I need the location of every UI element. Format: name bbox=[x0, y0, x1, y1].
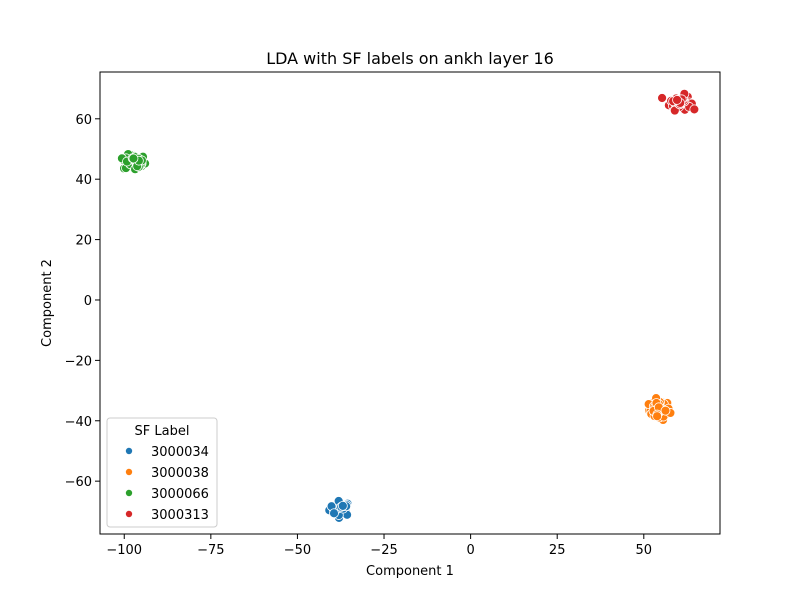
legend-marker bbox=[125, 468, 133, 476]
x-tick-label: −25 bbox=[370, 543, 397, 558]
legend-entry: 3000034 bbox=[151, 445, 209, 460]
scatter-point bbox=[128, 153, 139, 164]
legend-title: SF Label bbox=[135, 424, 190, 439]
x-axis-label: Component 1 bbox=[366, 564, 454, 579]
legend-marker bbox=[125, 447, 133, 455]
legend-marker bbox=[125, 510, 133, 518]
x-tick-label: 50 bbox=[636, 543, 653, 558]
legend-entry: 3000313 bbox=[151, 508, 209, 523]
scatter-point bbox=[672, 95, 682, 105]
legend-items: 3000034 3000038 3000066 3000313 bbox=[125, 445, 209, 523]
scatter-point bbox=[329, 508, 339, 519]
x-tick-label: −75 bbox=[197, 543, 224, 558]
legend-box bbox=[106, 417, 218, 528]
plot-frame bbox=[99, 71, 721, 535]
y-tick-label: −40 bbox=[65, 415, 92, 430]
x-axis-ticks: −100 −75 −50 −25 0 25 50 bbox=[106, 534, 652, 558]
scatter-point bbox=[689, 104, 700, 115]
scatter-point bbox=[660, 405, 671, 416]
legend-entry: 3000038 bbox=[151, 466, 209, 481]
x-tick-label: 0 bbox=[466, 543, 474, 558]
y-tick-label: 0 bbox=[84, 294, 92, 309]
y-tick-label: 20 bbox=[75, 234, 92, 249]
legend-marker bbox=[125, 489, 133, 497]
x-tick-label: −100 bbox=[106, 543, 142, 558]
y-tick-label: −60 bbox=[65, 475, 92, 490]
legend-entry: 3000066 bbox=[151, 487, 209, 502]
x-tick-label: −50 bbox=[284, 543, 311, 558]
y-tick-label: 40 bbox=[75, 173, 92, 188]
x-tick-label: 25 bbox=[549, 543, 566, 558]
scatter-point bbox=[337, 500, 348, 511]
y-tick-label: 60 bbox=[75, 113, 92, 128]
y-axis-label: Component 2 bbox=[40, 259, 55, 347]
scatter-point bbox=[657, 93, 667, 103]
y-tick-label: −20 bbox=[65, 354, 92, 369]
legend: SF Label 3000034 3000038 3000066 3000313 bbox=[106, 417, 218, 528]
scatter-point bbox=[652, 411, 663, 422]
chart-title: LDA with SF labels on ankh layer 16 bbox=[266, 49, 554, 68]
y-axis-ticks: −60 −40 −20 0 20 40 60 bbox=[65, 113, 100, 490]
scatter-points bbox=[117, 88, 700, 523]
